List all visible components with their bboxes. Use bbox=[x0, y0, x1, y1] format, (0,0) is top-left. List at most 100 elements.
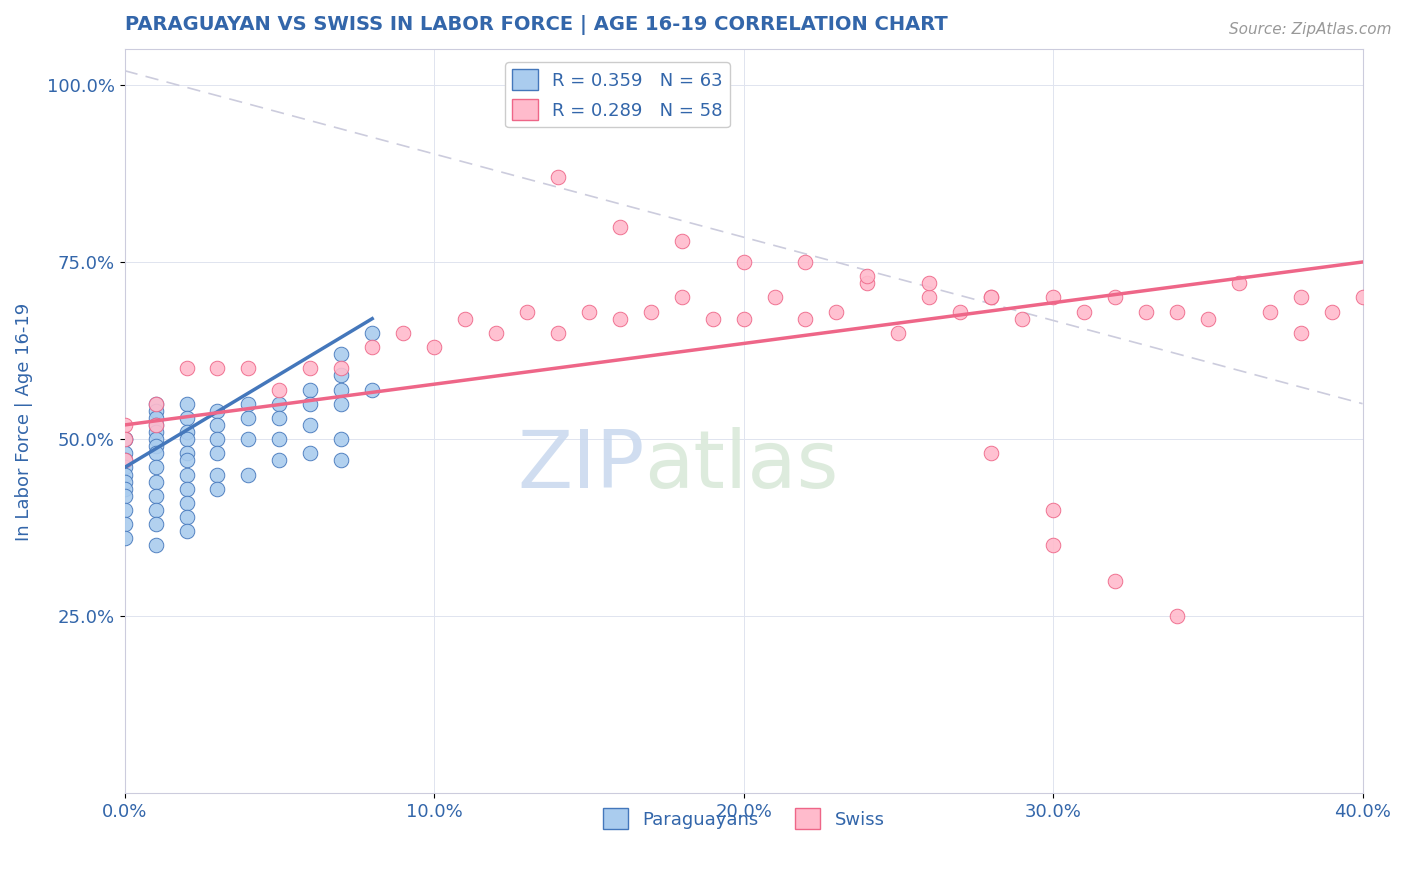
Point bbox=[269, 410, 291, 425]
Point bbox=[361, 383, 384, 397]
Text: atlas: atlas bbox=[644, 427, 839, 505]
Point bbox=[145, 517, 167, 532]
Point bbox=[330, 453, 353, 467]
Point bbox=[207, 446, 229, 460]
Point bbox=[1320, 304, 1343, 318]
Point bbox=[299, 361, 322, 376]
Point bbox=[702, 311, 724, 326]
Point bbox=[114, 531, 136, 545]
Point bbox=[176, 510, 198, 524]
Point bbox=[238, 432, 260, 446]
Point bbox=[145, 538, 167, 552]
Point bbox=[176, 397, 198, 411]
Point bbox=[207, 432, 229, 446]
Point bbox=[114, 475, 136, 489]
Point bbox=[1104, 574, 1126, 588]
Point bbox=[609, 219, 631, 234]
Point bbox=[980, 290, 1002, 304]
Point bbox=[114, 453, 136, 467]
Point bbox=[918, 290, 941, 304]
Point bbox=[1073, 304, 1095, 318]
Point bbox=[454, 311, 477, 326]
Point bbox=[269, 432, 291, 446]
Text: Source: ZipAtlas.com: Source: ZipAtlas.com bbox=[1229, 22, 1392, 37]
Point bbox=[145, 439, 167, 453]
Point bbox=[114, 503, 136, 517]
Point bbox=[176, 446, 198, 460]
Point bbox=[145, 475, 167, 489]
Point bbox=[145, 417, 167, 432]
Point bbox=[1166, 304, 1188, 318]
Point bbox=[1104, 290, 1126, 304]
Point bbox=[887, 326, 910, 340]
Point bbox=[145, 417, 167, 432]
Point bbox=[176, 410, 198, 425]
Point bbox=[1289, 326, 1312, 340]
Point bbox=[269, 397, 291, 411]
Point bbox=[794, 255, 817, 269]
Point bbox=[207, 361, 229, 376]
Point bbox=[330, 361, 353, 376]
Point bbox=[145, 425, 167, 439]
Point bbox=[114, 482, 136, 496]
Point bbox=[578, 304, 600, 318]
Point bbox=[176, 496, 198, 510]
Point bbox=[423, 340, 446, 354]
Text: ZIP: ZIP bbox=[517, 427, 644, 505]
Point bbox=[299, 383, 322, 397]
Point bbox=[207, 417, 229, 432]
Point bbox=[145, 460, 167, 475]
Point bbox=[238, 410, 260, 425]
Point bbox=[671, 290, 693, 304]
Point bbox=[609, 311, 631, 326]
Point bbox=[145, 489, 167, 503]
Point bbox=[330, 368, 353, 383]
Y-axis label: In Labor Force | Age 16-19: In Labor Force | Age 16-19 bbox=[15, 302, 32, 541]
Point bbox=[114, 417, 136, 432]
Point bbox=[145, 397, 167, 411]
Point bbox=[145, 410, 167, 425]
Point bbox=[392, 326, 415, 340]
Point bbox=[1197, 311, 1219, 326]
Point bbox=[176, 361, 198, 376]
Point bbox=[1042, 503, 1064, 517]
Point bbox=[1351, 290, 1374, 304]
Point bbox=[145, 397, 167, 411]
Point bbox=[980, 290, 1002, 304]
Point bbox=[1289, 290, 1312, 304]
Point bbox=[176, 482, 198, 496]
Legend: Paraguayans, Swiss: Paraguayans, Swiss bbox=[596, 801, 891, 837]
Point bbox=[1166, 609, 1188, 624]
Point bbox=[114, 453, 136, 467]
Point bbox=[1042, 538, 1064, 552]
Point bbox=[114, 467, 136, 482]
Point bbox=[207, 467, 229, 482]
Point bbox=[114, 446, 136, 460]
Point bbox=[949, 304, 972, 318]
Point bbox=[114, 460, 136, 475]
Point bbox=[238, 397, 260, 411]
Point bbox=[547, 169, 569, 184]
Point bbox=[269, 453, 291, 467]
Point bbox=[1135, 304, 1157, 318]
Point bbox=[640, 304, 662, 318]
Point bbox=[485, 326, 508, 340]
Point bbox=[114, 517, 136, 532]
Point bbox=[145, 432, 167, 446]
Point bbox=[516, 304, 538, 318]
Point bbox=[547, 326, 569, 340]
Point bbox=[299, 446, 322, 460]
Point bbox=[361, 340, 384, 354]
Point bbox=[918, 277, 941, 291]
Point bbox=[856, 277, 879, 291]
Point bbox=[145, 503, 167, 517]
Point bbox=[671, 234, 693, 248]
Text: PARAGUAYAN VS SWISS IN LABOR FORCE | AGE 16-19 CORRELATION CHART: PARAGUAYAN VS SWISS IN LABOR FORCE | AGE… bbox=[125, 15, 948, 35]
Point bbox=[763, 290, 786, 304]
Point bbox=[825, 304, 848, 318]
Point bbox=[330, 397, 353, 411]
Point bbox=[330, 383, 353, 397]
Point bbox=[1011, 311, 1033, 326]
Point bbox=[1042, 290, 1064, 304]
Point bbox=[299, 417, 322, 432]
